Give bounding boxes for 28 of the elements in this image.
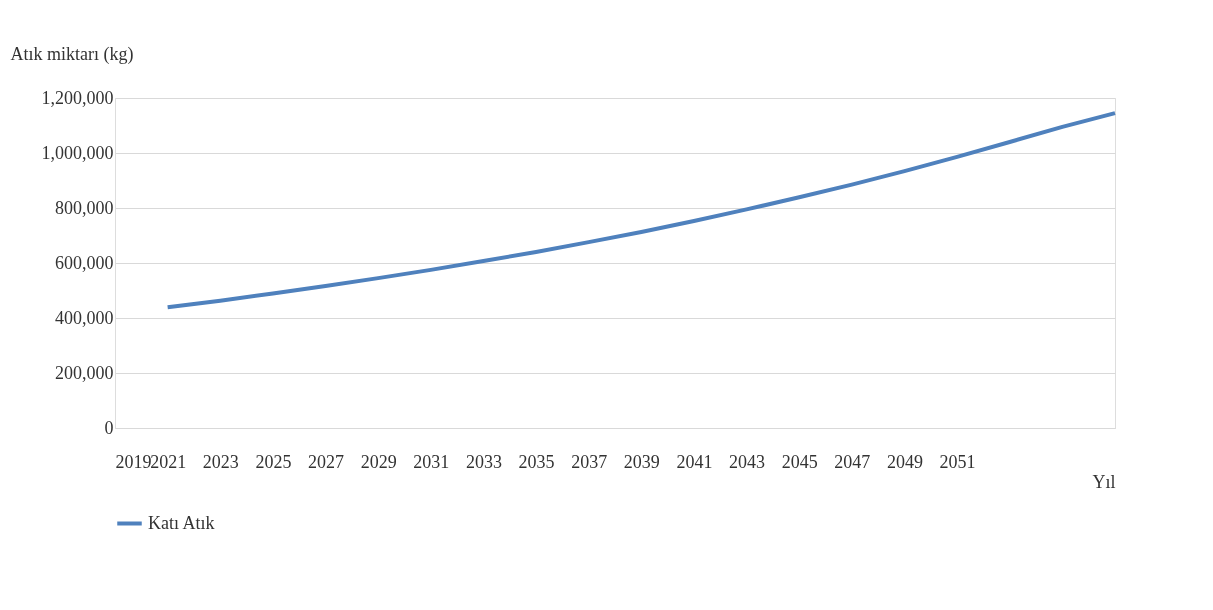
x-tick-label: 2033 <box>465 451 502 472</box>
x-tick-label: 2047 <box>834 451 871 472</box>
x-tick-label: 2039 <box>623 451 660 472</box>
x-tick-label: 2035 <box>518 451 555 472</box>
x-tick-label: 2037 <box>571 451 608 472</box>
y-tick-label: 200,000 <box>55 362 114 383</box>
x-tick-label: 2023 <box>202 451 239 472</box>
x-tick-label: 2029 <box>360 451 397 472</box>
x-tick-label: 2045 <box>781 451 818 472</box>
y-tick-label: 800,000 <box>55 197 114 218</box>
y-axis-title: Atık miktarı (kg) <box>10 43 134 65</box>
x-tick-label: 2019 <box>115 451 152 472</box>
x-tick-label: 2051 <box>939 451 976 472</box>
x-tick-label: 2043 <box>729 451 766 472</box>
y-tick-label: 600,000 <box>55 252 114 273</box>
legend-label: Katı Atık <box>148 512 215 533</box>
x-tick-label: 2027 <box>308 451 345 472</box>
x-tick-label: 2025 <box>255 451 292 472</box>
x-axis-title: Yıl <box>1092 471 1116 492</box>
y-tick-label: 400,000 <box>55 307 114 328</box>
y-tick-label: 1,200,000 <box>41 87 114 108</box>
x-tick-label: 2031 <box>413 451 450 472</box>
y-tick-label: 0 <box>104 417 114 438</box>
y-tick-label: 1,000,000 <box>41 142 114 163</box>
x-tick-label: 2021 <box>150 451 187 472</box>
x-tick-label: 2041 <box>676 451 713 472</box>
x-tick-label: 2049 <box>886 451 923 472</box>
line-series <box>165 111 1117 310</box>
